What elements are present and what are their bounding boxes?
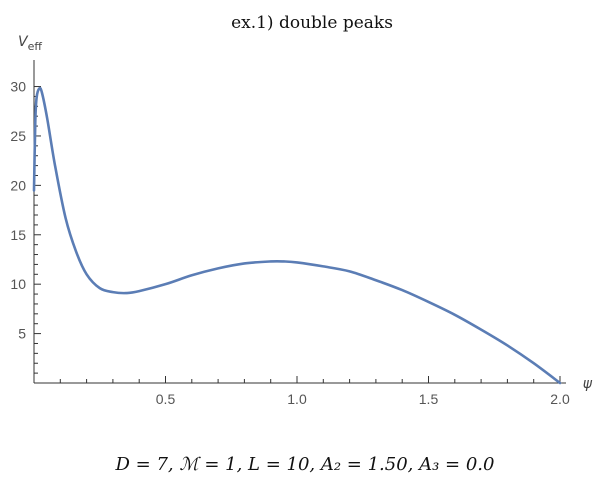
y-tick-label: 20 xyxy=(10,177,26,193)
y-ticks xyxy=(34,86,41,374)
y-axis-label: Veff xyxy=(18,34,42,53)
y-tick-label: 5 xyxy=(18,326,26,342)
x-axis-label: ψ xyxy=(583,376,593,392)
chart-title: ex.1) double peaks xyxy=(231,13,393,33)
series-line-0 xyxy=(32,86,562,385)
x-tick-label: 1.5 xyxy=(419,391,439,407)
x-tick-label: 0.5 xyxy=(156,391,176,407)
parameter-caption: D = 7, ℳ = 1, L = 10, A₂ = 1.50, A₃ = 0.… xyxy=(115,454,495,475)
x-ticks xyxy=(59,376,561,383)
x-tick-labels: 0.5 1.0 1.5 2.0 xyxy=(156,391,570,407)
y-tick-label: 15 xyxy=(10,227,26,243)
y-axis-label-sub: eff xyxy=(28,40,43,53)
y-tick-label: 30 xyxy=(10,79,26,95)
x-tick-label: 1.0 xyxy=(287,391,307,407)
y-axis-label-main: V xyxy=(18,34,29,50)
svg-text:Veff: Veff xyxy=(18,34,42,53)
y-tick-label: 25 xyxy=(10,128,26,144)
series-layer xyxy=(32,86,562,385)
y-tick-label: 10 xyxy=(10,276,26,292)
y-tick-labels: 5 10 15 20 25 30 xyxy=(10,79,26,342)
x-tick-label: 2.0 xyxy=(550,391,570,407)
